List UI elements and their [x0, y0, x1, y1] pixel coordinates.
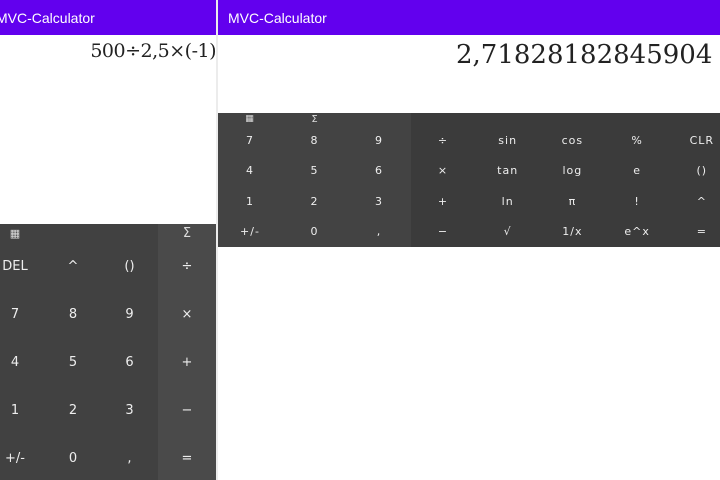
- key-button[interactable]: 1: [246, 194, 254, 208]
- function-key-button[interactable]: CLR: [689, 133, 715, 147]
- key-button[interactable]: +/-: [240, 225, 260, 238]
- key-button[interactable]: 3: [125, 402, 134, 418]
- key-button[interactable]: 5: [310, 164, 319, 177]
- key-button[interactable]: 0: [310, 225, 319, 238]
- app-bar: MVC-Calculator: [218, 0, 720, 35]
- calculator-icon[interactable]: ▦: [9, 226, 21, 240]
- key-button[interactable]: 3: [375, 194, 383, 208]
- function-key-button[interactable]: e^x: [624, 225, 650, 238]
- operator-column: [158, 224, 216, 480]
- function-key-button[interactable]: !: [634, 194, 640, 208]
- key-button[interactable]: 0: [68, 450, 78, 466]
- function-key-button[interactable]: π: [568, 194, 577, 208]
- keypad: ▦ Σ DEL ^ () ÷ 7 8 9 × 4 5 6 +1 2 3 − +/- 0, =: [0, 224, 216, 480]
- key-button[interactable]: ,: [376, 225, 382, 238]
- key-button[interactable]: ÷: [181, 258, 193, 274]
- app-title: MVC-Calculator: [0, 10, 95, 26]
- function-key-button[interactable]: sin: [498, 133, 518, 147]
- key-button[interactable]: ×: [181, 306, 193, 322]
- function-key-button[interactable]: (): [696, 164, 708, 177]
- sigma-icon[interactable]: Σ: [182, 225, 192, 241]
- key-button[interactable]: +: [181, 354, 193, 370]
- portrait-window: MVC-Calculator 500÷2,5×(-1) ▦ Σ DEL ^ () ÷ 7…: [0, 0, 216, 480]
- key-button[interactable]: DEL: [2, 258, 28, 274]
- number-section: [218, 113, 411, 247]
- function-key-button[interactable]: ln: [501, 194, 514, 208]
- key-button[interactable]: −: [181, 402, 193, 418]
- function-key-button[interactable]: ^: [696, 194, 707, 208]
- key-button[interactable]: ,: [127, 450, 132, 466]
- key-button[interactable]: 5: [68, 354, 78, 370]
- key-button[interactable]: 1: [10, 402, 20, 418]
- key-button[interactable]: 4: [10, 354, 20, 370]
- function-key-button[interactable]: =: [696, 225, 707, 238]
- function-key-button[interactable]: +: [437, 194, 449, 208]
- key-button[interactable]: +/-: [5, 450, 25, 466]
- key-button[interactable]: 6: [375, 164, 383, 177]
- function-key-button[interactable]: 1/x: [562, 225, 583, 238]
- key-button[interactable]: 4: [246, 164, 254, 177]
- key-button[interactable]: 9: [125, 306, 134, 322]
- function-key-button[interactable]: tan: [497, 164, 519, 177]
- function-key-button[interactable]: √: [503, 225, 512, 238]
- key-button[interactable]: 8: [310, 133, 319, 147]
- sigma-icon[interactable]: Σ: [311, 113, 319, 125]
- key-button[interactable]: 7: [246, 133, 254, 147]
- function-key-button[interactable]: ÷: [437, 133, 449, 147]
- expression-display: 500÷2,5×(-1): [90, 40, 216, 62]
- result-display: 2,71828182845904: [456, 40, 713, 70]
- key-button[interactable]: 8: [68, 306, 78, 322]
- app-bar: MVC-Calculator: [0, 0, 216, 35]
- key-button[interactable]: 9: [375, 133, 383, 147]
- function-key-button[interactable]: ×: [437, 164, 449, 177]
- function-key-button[interactable]: e: [633, 164, 641, 177]
- key-button[interactable]: =: [181, 450, 193, 466]
- key-button[interactable]: (): [124, 258, 135, 274]
- app-title: MVC-Calculator: [228, 10, 327, 26]
- landscape-window: MVC-Calculator 2,71828182845904 ▦ Σ 7 8 9 4…: [218, 0, 720, 480]
- function-key-button[interactable]: %: [631, 133, 643, 147]
- key-button[interactable]: ^: [67, 258, 79, 274]
- key-button[interactable]: 2: [68, 402, 78, 418]
- function-key-button[interactable]: cos: [561, 133, 584, 147]
- function-key-button[interactable]: −: [437, 225, 449, 238]
- key-button[interactable]: 6: [125, 354, 134, 370]
- key-button[interactable]: 2: [310, 194, 319, 208]
- function-key-button[interactable]: log: [562, 164, 583, 177]
- keypad: ▦ Σ 7 8 9 4 5 6 1 2 3 +/- 0, ÷ sin cos% CLR × tan log e () +…: [218, 113, 720, 247]
- key-button[interactable]: 7: [10, 306, 20, 322]
- calculator-icon[interactable]: ▦: [245, 114, 255, 124]
